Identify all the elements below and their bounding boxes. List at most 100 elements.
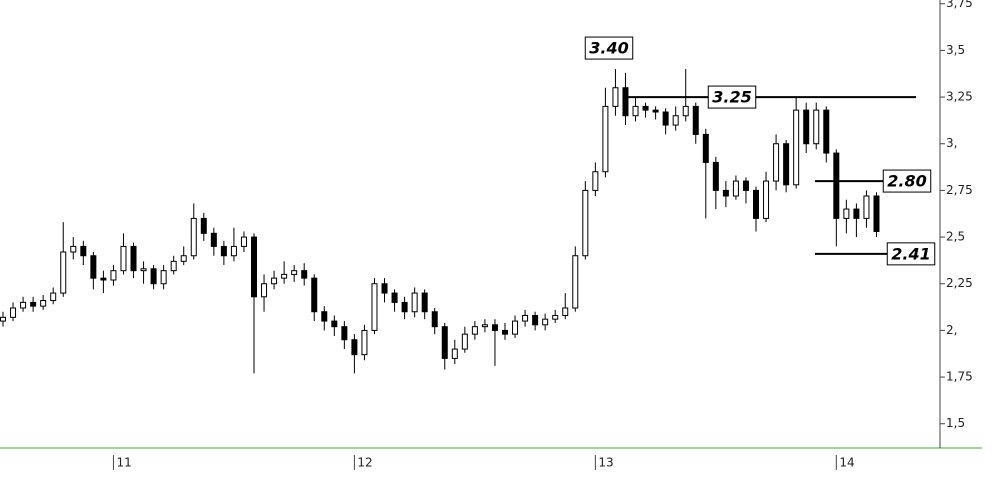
candle-body: [160, 270, 167, 285]
candle-body: [803, 109, 810, 145]
candle-body: [592, 171, 599, 191]
level-label-box: [584, 36, 634, 60]
candle-body: [692, 105, 699, 135]
candle-body: [421, 292, 428, 313]
y-tick-label: 2,75: [946, 183, 973, 197]
candle-body: [512, 320, 519, 335]
candle-body: [281, 273, 288, 279]
candle-body: [712, 161, 719, 191]
candle-body: [401, 301, 408, 313]
candle-body: [0, 316, 6, 322]
x-tick-label: 13: [598, 456, 613, 470]
candle-body: [481, 324, 488, 328]
candle-body: [532, 314, 539, 326]
candle-body: [753, 189, 759, 219]
candle-body: [20, 301, 27, 309]
candle-body: [732, 180, 739, 197]
candle-body: [411, 292, 418, 313]
candle-body: [240, 236, 247, 247]
level-label-box: [886, 242, 936, 266]
candle-body: [471, 326, 478, 335]
candle-body: [441, 326, 448, 359]
candle-body: [371, 283, 378, 331]
candle-body: [381, 283, 388, 294]
candle-body: [261, 283, 268, 298]
y-tick-label: 2,: [946, 323, 957, 337]
candle-body: [502, 329, 508, 335]
x-tick-label: 12: [357, 456, 372, 470]
candle-body: [50, 292, 57, 302]
candle-body: [632, 105, 639, 117]
candle-body: [672, 115, 679, 126]
candle-body: [823, 109, 830, 154]
candle-body: [391, 292, 398, 303]
candle-body: [873, 195, 880, 232]
candle-body: [271, 277, 278, 285]
candle-body: [351, 339, 358, 356]
candle-body: [742, 180, 749, 191]
candle-body: [853, 208, 860, 219]
candle-body: [642, 105, 649, 111]
level-label-box: [882, 169, 932, 193]
y-tick-label: 3,75: [946, 0, 973, 10]
candle-body: [702, 133, 709, 163]
candle-body: [582, 189, 589, 257]
candle-body: [40, 300, 47, 307]
candle-body: [170, 260, 177, 272]
x-tick-label: 14: [839, 456, 854, 470]
candle-body: [120, 245, 127, 272]
candle-body: [10, 307, 17, 318]
candle-body: [180, 255, 187, 262]
y-tick-label: 2,5: [946, 230, 965, 244]
level-label: 2.80: [887, 172, 926, 191]
candle-body: [150, 268, 157, 285]
y-tick-label: 3,25: [946, 90, 973, 104]
level-label: 3.40: [589, 39, 628, 58]
candle-body: [70, 245, 77, 253]
candle-body: [542, 318, 549, 326]
candle-body: [220, 245, 227, 257]
candle-body: [552, 314, 559, 320]
candle-body: [60, 251, 67, 294]
candle-body: [331, 320, 338, 328]
candle-body: [602, 105, 609, 173]
candle-body: [843, 208, 850, 219]
candle-body: [662, 111, 669, 126]
level-label-box: [707, 85, 757, 109]
candle-body: [200, 217, 207, 234]
candle-body: [190, 217, 197, 257]
candle-body: [361, 329, 368, 356]
candle-body: [301, 270, 308, 279]
candle-body: [451, 348, 458, 359]
y-tick-label: 1,75: [946, 370, 973, 384]
candle-body: [722, 189, 729, 197]
candle-body: [682, 105, 689, 117]
level-label: 3.25: [712, 88, 751, 107]
candle-body: [491, 324, 498, 331]
candle-body: [90, 255, 97, 279]
y-tick-label: 1,5: [946, 416, 965, 430]
y-tick-label: 3,5: [946, 43, 965, 57]
candle-body: [30, 301, 37, 307]
candle-body: [622, 87, 629, 117]
candle-body: [210, 232, 217, 247]
candle-body: [321, 311, 328, 322]
candle-body: [100, 277, 107, 281]
candle-body: [130, 245, 137, 272]
candle-body: [652, 109, 659, 113]
candle-body: [291, 270, 298, 275]
candle-body: [833, 152, 840, 219]
candle-body: [763, 180, 770, 219]
level-label: 2.41: [891, 244, 930, 263]
candle-body: [230, 245, 237, 257]
candle-body: [863, 195, 870, 219]
candle-body: [522, 314, 529, 322]
candle-body: [773, 143, 780, 182]
y-tick-label: 3,: [946, 136, 957, 150]
candle-body: [612, 87, 619, 107]
candle-body: [251, 236, 257, 298]
candle-body: [562, 307, 569, 316]
candle-body: [110, 270, 117, 281]
candle-body: [311, 277, 318, 313]
